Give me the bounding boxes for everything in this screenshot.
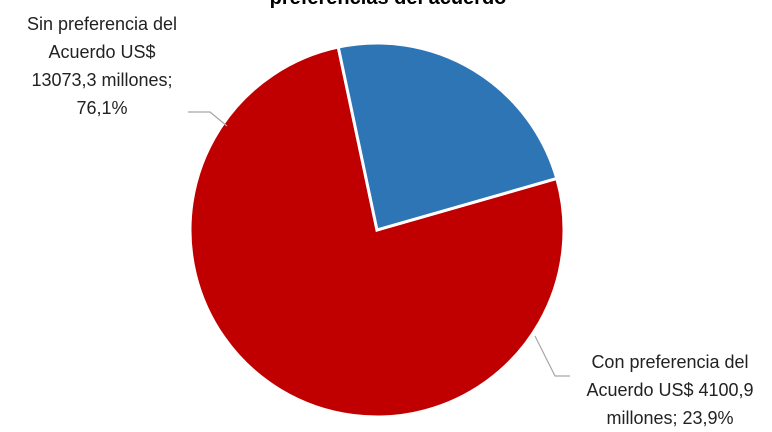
pie-slice-2 <box>336 41 559 232</box>
slice-label-line: Acuerdo US$ <box>48 42 155 62</box>
pie-slice-1 <box>188 45 566 419</box>
slice-label-2: Con preferencia del Acuerdo US$ 4100,9 mil… <box>586 352 753 428</box>
leader-line-2 <box>534 335 570 377</box>
chart-title: preferencias del acuerdo <box>270 0 507 9</box>
slice-label-line: Con preferencia del <box>591 352 748 372</box>
leader-lines <box>188 111 570 377</box>
slice-label-line: 13073,3 millones; <box>31 70 172 90</box>
pie-slices <box>188 41 566 419</box>
slice-label-line: 76,1% <box>76 98 127 118</box>
slice-label-1: Sin preferencia del Acuerdo US$ 13073,3 mi… <box>27 14 177 118</box>
slice-label-line: millones; 23,9% <box>606 408 733 428</box>
slice-label-line: Acuerdo US$ 4100,9 <box>586 380 753 400</box>
slice-labels: Sin preferencia del Acuerdo US$ 13073,3 mi… <box>27 14 754 428</box>
slice-label-line: Sin preferencia del <box>27 14 177 34</box>
leader-line-1 <box>188 111 228 127</box>
